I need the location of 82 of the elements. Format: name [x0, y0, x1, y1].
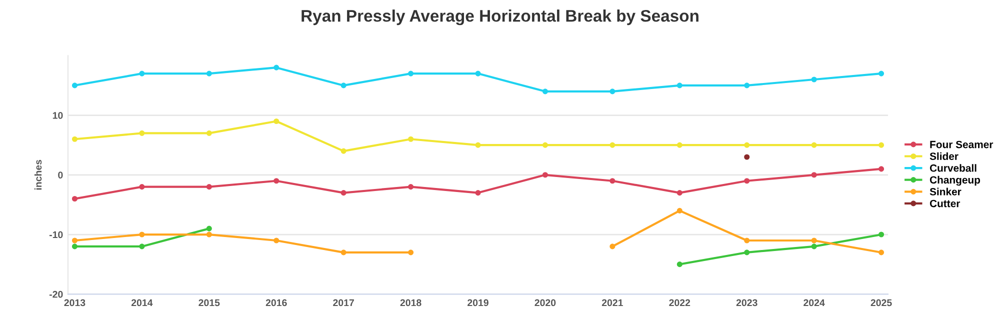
- x-tick-label: 2015: [198, 299, 220, 306]
- point: [811, 76, 817, 82]
- legend-label: Curveball: [930, 164, 976, 172]
- point: [408, 184, 414, 190]
- point: [744, 142, 750, 148]
- point: [542, 172, 548, 178]
- point: [274, 118, 280, 124]
- point: [610, 88, 616, 94]
- point: [206, 130, 212, 136]
- point: [206, 70, 212, 76]
- point: [408, 136, 414, 142]
- point: [274, 64, 280, 70]
- point: [610, 142, 616, 148]
- point: [676, 208, 682, 214]
- x-tick-label: 2014: [131, 299, 153, 306]
- y-tick-label: 0: [58, 172, 63, 179]
- point: [811, 244, 817, 250]
- legend-label: Changeup: [930, 176, 980, 186]
- legend-label: Four Seamer: [930, 140, 994, 148]
- y-tick-label: 10: [52, 112, 63, 119]
- point: [610, 178, 616, 184]
- point: [744, 250, 750, 256]
- point: [72, 238, 78, 244]
- point: [542, 142, 548, 148]
- point: [206, 232, 212, 238]
- point: [542, 88, 548, 94]
- x-tick-label: 2018: [400, 299, 422, 306]
- x-tick-label: 2016: [266, 299, 287, 306]
- point: [878, 232, 884, 238]
- point: [139, 130, 145, 136]
- legend-label: Sinker: [930, 188, 962, 196]
- point: [206, 184, 212, 190]
- point: [878, 142, 884, 148]
- point: [676, 262, 682, 268]
- point: [340, 148, 346, 154]
- point: [72, 82, 78, 88]
- point: [475, 142, 481, 148]
- x-tick-label: 2020: [534, 299, 556, 306]
- x-tick-label: 2024: [804, 299, 825, 306]
- point: [206, 226, 212, 232]
- point: [744, 82, 750, 88]
- y-tick-label: -10: [49, 231, 63, 238]
- legend-label: Slider: [930, 152, 958, 160]
- point: [340, 250, 346, 256]
- point: [676, 82, 682, 88]
- point: [340, 190, 346, 196]
- x-tick-label: 2023: [736, 299, 758, 306]
- point: [408, 250, 414, 256]
- point: [676, 142, 682, 148]
- point: [408, 70, 414, 76]
- x-tick-label: 2013: [64, 299, 86, 306]
- point: [139, 244, 145, 250]
- x-tick-label: 2021: [602, 299, 623, 306]
- point: [72, 244, 78, 250]
- point: [811, 142, 817, 148]
- y-tick-label: -20: [49, 290, 63, 298]
- point: [72, 136, 78, 142]
- point: [610, 244, 616, 250]
- point: [139, 184, 145, 190]
- x-tick-label: 2025: [870, 299, 892, 306]
- point: [139, 232, 145, 238]
- point: [878, 250, 884, 256]
- point: [811, 172, 817, 178]
- point: [139, 70, 145, 76]
- point: [274, 238, 280, 244]
- point: [744, 178, 750, 184]
- point: [878, 70, 884, 76]
- point: [811, 238, 817, 244]
- point: [72, 196, 78, 202]
- x-tick-label: 2017: [333, 299, 354, 306]
- point: [744, 238, 750, 244]
- point: [676, 190, 682, 196]
- point: [475, 70, 481, 76]
- chart-title: Ryan Pressly Average Horizontal Break by Season: [302, 10, 698, 26]
- point: [475, 190, 481, 196]
- x-tick-label: 2022: [669, 299, 690, 306]
- point: [878, 166, 884, 172]
- y-axis-title: inches: [34, 160, 42, 190]
- point: [340, 82, 346, 88]
- legend-label: Cutter: [930, 200, 960, 208]
- x-tick-label: 2019: [468, 299, 488, 306]
- point: [274, 178, 280, 184]
